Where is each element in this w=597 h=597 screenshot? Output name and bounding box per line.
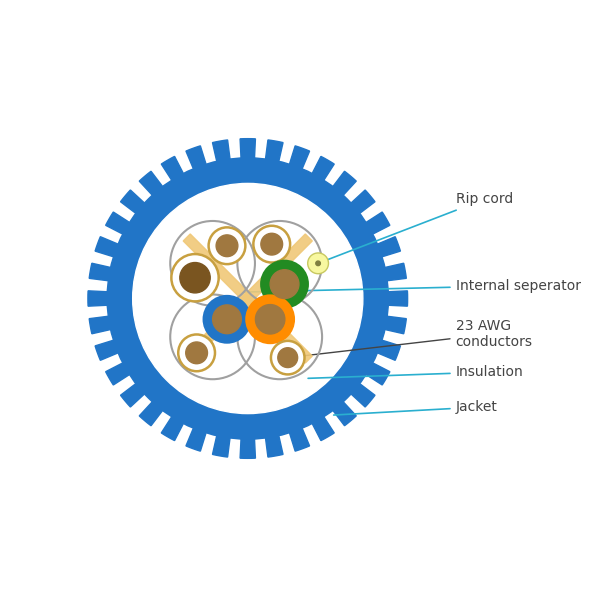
Circle shape <box>186 342 208 364</box>
Wedge shape <box>248 190 375 298</box>
Wedge shape <box>139 171 248 298</box>
Wedge shape <box>89 263 248 298</box>
Circle shape <box>271 341 304 374</box>
Circle shape <box>247 296 294 343</box>
Wedge shape <box>248 146 310 298</box>
Wedge shape <box>248 140 283 298</box>
Circle shape <box>278 347 298 368</box>
Circle shape <box>261 261 307 307</box>
Text: Insulation: Insulation <box>308 365 524 379</box>
Polygon shape <box>244 234 312 302</box>
Circle shape <box>213 305 241 334</box>
Text: Internal seperator: Internal seperator <box>244 279 580 293</box>
Wedge shape <box>248 298 401 361</box>
Circle shape <box>253 226 290 263</box>
Wedge shape <box>161 156 248 298</box>
Text: 23 AWG
conductors: 23 AWG conductors <box>291 319 533 358</box>
Wedge shape <box>248 236 401 298</box>
Text: Jacket: Jacket <box>334 400 497 415</box>
Wedge shape <box>186 298 248 451</box>
Circle shape <box>208 227 245 264</box>
Wedge shape <box>248 291 408 306</box>
Wedge shape <box>248 298 283 457</box>
Circle shape <box>133 183 363 414</box>
Wedge shape <box>106 298 248 385</box>
Circle shape <box>270 270 299 298</box>
Wedge shape <box>95 298 248 361</box>
Wedge shape <box>139 298 248 426</box>
Wedge shape <box>89 298 248 334</box>
Wedge shape <box>106 212 248 298</box>
Wedge shape <box>121 298 248 407</box>
Circle shape <box>316 261 321 266</box>
Wedge shape <box>248 298 310 451</box>
Text: Rip cord: Rip cord <box>321 192 513 262</box>
Circle shape <box>179 334 215 371</box>
Wedge shape <box>248 298 334 441</box>
Wedge shape <box>213 298 248 457</box>
Circle shape <box>180 263 210 293</box>
Wedge shape <box>161 298 248 441</box>
Circle shape <box>107 158 389 439</box>
Wedge shape <box>248 298 390 385</box>
Wedge shape <box>186 146 248 298</box>
Wedge shape <box>248 212 390 298</box>
Wedge shape <box>248 156 334 298</box>
Polygon shape <box>183 234 251 302</box>
Wedge shape <box>240 298 256 458</box>
Circle shape <box>261 233 282 255</box>
Circle shape <box>216 235 238 257</box>
Polygon shape <box>244 295 312 363</box>
Wedge shape <box>248 298 375 407</box>
Wedge shape <box>121 190 248 298</box>
Wedge shape <box>213 140 248 298</box>
Circle shape <box>171 254 219 301</box>
Wedge shape <box>95 236 248 298</box>
Circle shape <box>307 253 328 273</box>
Circle shape <box>256 304 285 334</box>
Polygon shape <box>183 295 251 363</box>
Wedge shape <box>88 291 248 306</box>
Wedge shape <box>248 298 356 426</box>
Wedge shape <box>248 298 407 334</box>
Wedge shape <box>248 263 407 298</box>
Circle shape <box>204 296 250 343</box>
Wedge shape <box>240 139 256 298</box>
Wedge shape <box>248 171 356 298</box>
